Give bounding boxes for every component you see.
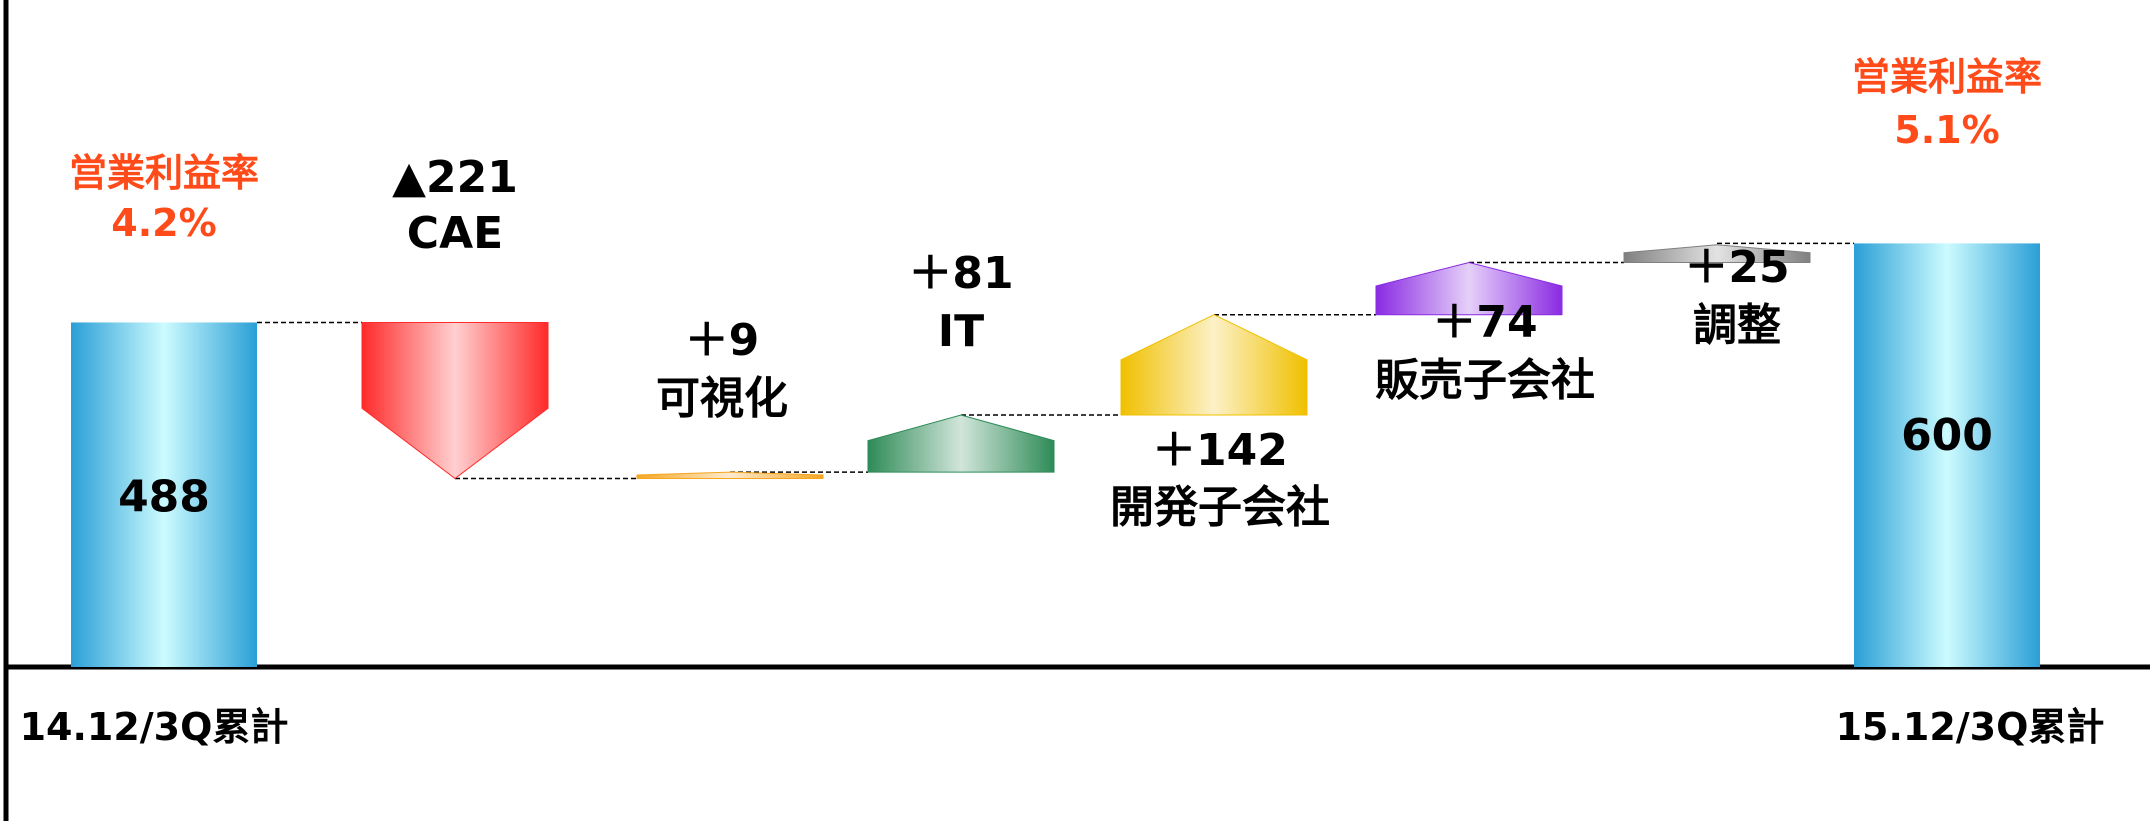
end-ratio-title: 営業利益率 [1852, 55, 2042, 99]
start-ratio-title: 営業利益率 [69, 151, 259, 195]
step-value-label: ＋81 [908, 248, 1013, 299]
connector-lines [257, 242, 1854, 480]
step-category-label: 開発子会社 [1110, 482, 1330, 533]
end-ratio-value: 5.1% [1894, 108, 1999, 152]
step-category-label: 販売子会社 [1375, 355, 1595, 406]
bar-start-value-label: 488 [118, 472, 210, 523]
bar-end-total [1854, 243, 2040, 667]
bar-end-value-label: 600 [1901, 410, 1993, 461]
step-value-label: ＋74 [1432, 297, 1537, 348]
bar-start-total [71, 322, 257, 667]
bar-step-1 [361, 321, 549, 480]
x-tick-start: 14.12/3Q累計 [20, 705, 289, 749]
bar-step-2 [636, 471, 824, 479]
step-category-label: 可視化 [656, 373, 788, 424]
bar-step-3 [867, 414, 1055, 473]
step-value-label: ▲221 [392, 152, 518, 203]
step-value-label: ＋9 [685, 315, 760, 366]
step-value-label: ＋142 [1152, 425, 1288, 476]
start-ratio-value: 4.2% [111, 201, 216, 245]
x-tick-end: 15.12/3Q累計 [1836, 705, 2105, 749]
step-category-label: IT [938, 306, 984, 357]
step-value-label: ＋25 [1684, 242, 1789, 293]
step-category-label: CAE [407, 208, 503, 259]
step-category-label: 調整 [1693, 300, 1781, 351]
chart-axes [3, 0, 2150, 821]
chart-marks [71, 243, 2040, 667]
bar-step-6 [1623, 244, 1811, 263]
bar-step-5 [1375, 261, 1563, 316]
bar-step-4 [1120, 314, 1308, 416]
